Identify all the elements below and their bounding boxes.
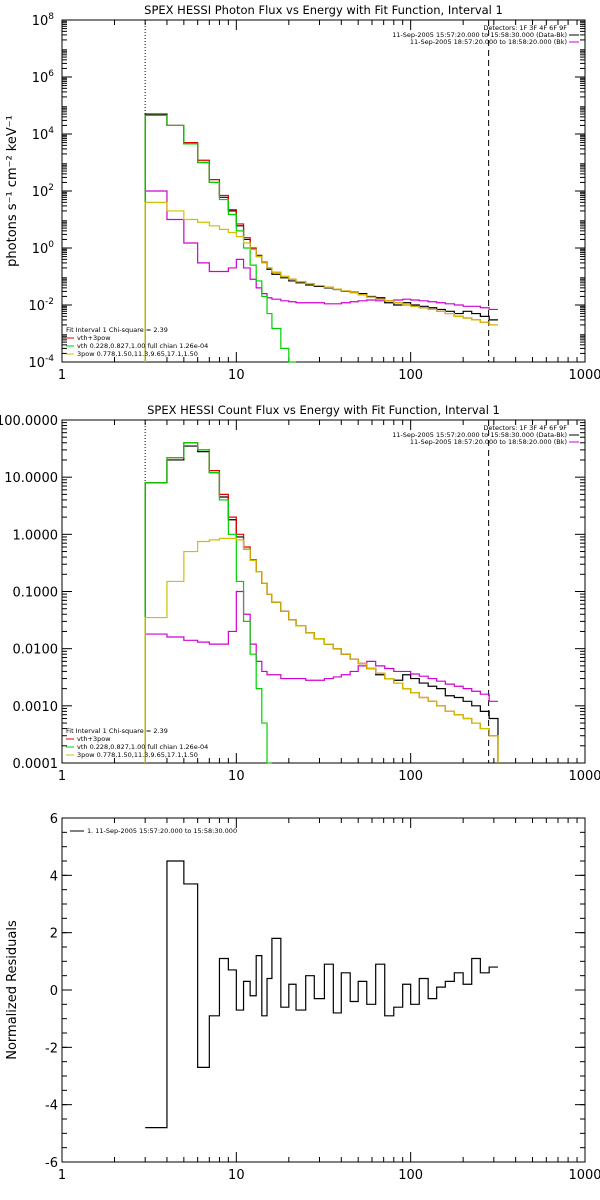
x-tick-label: 10 — [228, 1168, 245, 1183]
y-tick-base: 10 — [32, 128, 49, 143]
y-tick-label: 0.0010 — [13, 700, 59, 715]
y-tick-base: 10 — [32, 14, 49, 29]
residual-legend-text: 1. 11-Sep-2005 15:57:20.000 to 15:58:30.… — [87, 827, 237, 835]
y-tick-label: 4 — [50, 869, 58, 884]
y-tick-exponent: 0 — [48, 240, 54, 250]
header-text: Detectors: 1F 3F 4F 6F 9F — [483, 424, 567, 432]
series-line-2 — [144, 590, 498, 763]
y-tick-base: 10 — [32, 185, 49, 200]
fit-legend-text: 3pow 0.778,1.50,11.3,9.65,17.1,1.50 — [77, 350, 198, 358]
chart-title: SPEX HESSI Photon Flux vs Energy with Fi… — [144, 3, 503, 17]
y-tick-label: 1.0000 — [13, 528, 59, 543]
y-tick-label: 0.0100 — [13, 643, 59, 658]
header-text: 11-Sep-2005 18:57:20.000 to 18:58:20.000… — [410, 438, 567, 446]
y-tick-base: 10 — [28, 299, 45, 314]
y-tick-label: 2 — [50, 927, 58, 942]
y-tick-label: 10-4 — [28, 354, 54, 371]
header-text: 11-Sep-2005 15:57:20.000 to 15:58:30.000… — [392, 431, 567, 439]
y-tick-label: 0.0001 — [13, 757, 59, 772]
y-tick-label: 102 — [32, 183, 54, 200]
x-tick-label: 100 — [398, 1168, 423, 1183]
y-tick-label: 104 — [32, 126, 55, 143]
plot-frame — [61, 19, 586, 363]
y-tick-exponent: -2 — [45, 297, 54, 307]
y-tick-label: 0.1000 — [13, 586, 59, 601]
series-line-4 — [144, 114, 297, 363]
y-tick-label: 10.0000 — [4, 471, 58, 486]
fit-legend-text: vth+3pow — [77, 735, 111, 743]
x-tick-label: 1000 — [568, 769, 600, 784]
series-line-1 — [144, 445, 499, 763]
y-axis-label: photons s⁻¹ cm⁻² keV⁻¹ — [5, 115, 20, 267]
x-tick-label: 1000 — [568, 368, 600, 383]
x-tick-label: 1000 — [568, 1168, 600, 1183]
y-tick-label: -2 — [45, 1041, 58, 1056]
chart-panel-1: SPEX HESSI Photon Flux vs Energy with Fi… — [5, 3, 600, 383]
fit-legend-text: 3pow 0.778,1.50,11.3,9.65,17.1,1.50 — [77, 751, 198, 759]
y-tick-label: 106 — [32, 69, 55, 86]
x-tick-label: 1 — [58, 1168, 66, 1183]
header-text: 11-Sep-2005 15:57:20.000 to 15:58:30.000… — [392, 31, 567, 39]
y-tick-label: -4 — [45, 1099, 58, 1114]
header-text: Detectors: 1F 3F 4F 6F 9F — [483, 24, 567, 32]
chart-title: SPEX HESSI Count Flux vs Energy with Fit… — [147, 403, 500, 417]
series-line-2 — [144, 190, 498, 362]
fit-legend-text: Fit Interval 1 Chi-square = 2.39 — [66, 326, 168, 334]
y-axis-label: Normalized Residuals — [5, 920, 20, 1060]
y-tick-base: 10 — [32, 71, 49, 86]
y-tick-label: 108 — [32, 12, 55, 29]
x-tick-label: 10 — [228, 368, 245, 383]
x-tick-label: 100 — [398, 368, 423, 383]
y-tick-exponent: 6 — [48, 69, 54, 79]
fit-legend-text: Fit Interval 1 Chi-square = 2.39 — [66, 727, 168, 735]
y-tick-base: 10 — [32, 242, 49, 257]
series-line-3 — [144, 442, 499, 763]
fit-legend-text: vth 0.228,0.827,1.00 full chian 1.26e-04 — [77, 743, 208, 751]
y-tick-label: 100.0000 — [0, 414, 58, 429]
x-tick-label: 100 — [398, 769, 423, 784]
x-tick-label: 1 — [58, 769, 66, 784]
series-line-1 — [145, 860, 498, 1129]
fit-legend-text: vth+3pow — [77, 334, 111, 342]
y-tick-label: 10-2 — [28, 297, 54, 314]
y-tick-exponent: -4 — [45, 354, 54, 364]
series-line-5 — [144, 201, 498, 362]
y-tick-exponent: 4 — [48, 126, 54, 136]
y-tick-label: 0 — [50, 984, 58, 999]
y-tick-base: 10 — [28, 356, 45, 371]
header-text: 11-Sep-2005 18:57:20.000 to 18:58:20.000… — [410, 38, 567, 46]
y-tick-exponent: 2 — [48, 183, 54, 193]
series-line-4 — [144, 442, 272, 764]
y-tick-label: 100 — [32, 240, 55, 257]
series-line-5 — [144, 537, 499, 763]
y-tick-label: -6 — [45, 1156, 58, 1171]
y-tick-exponent: 8 — [48, 12, 54, 22]
x-tick-label: 1 — [58, 368, 66, 383]
plot-frame — [61, 817, 586, 1163]
x-tick-label: 10 — [228, 769, 245, 784]
fit-legend-text: vth 0.228,0.827,1.00 full chian 1.26e-04 — [77, 342, 208, 350]
chart-panel-2: SPEX HESSI Count Flux vs Energy with Fit… — [0, 403, 600, 784]
plot-frame — [61, 419, 586, 764]
chart-panel-3: 1 10 100 1000 -6 -4 -2 0 2 4 6 Normalized Residuals… — [5, 812, 600, 1183]
y-tick-label: 6 — [50, 812, 58, 827]
